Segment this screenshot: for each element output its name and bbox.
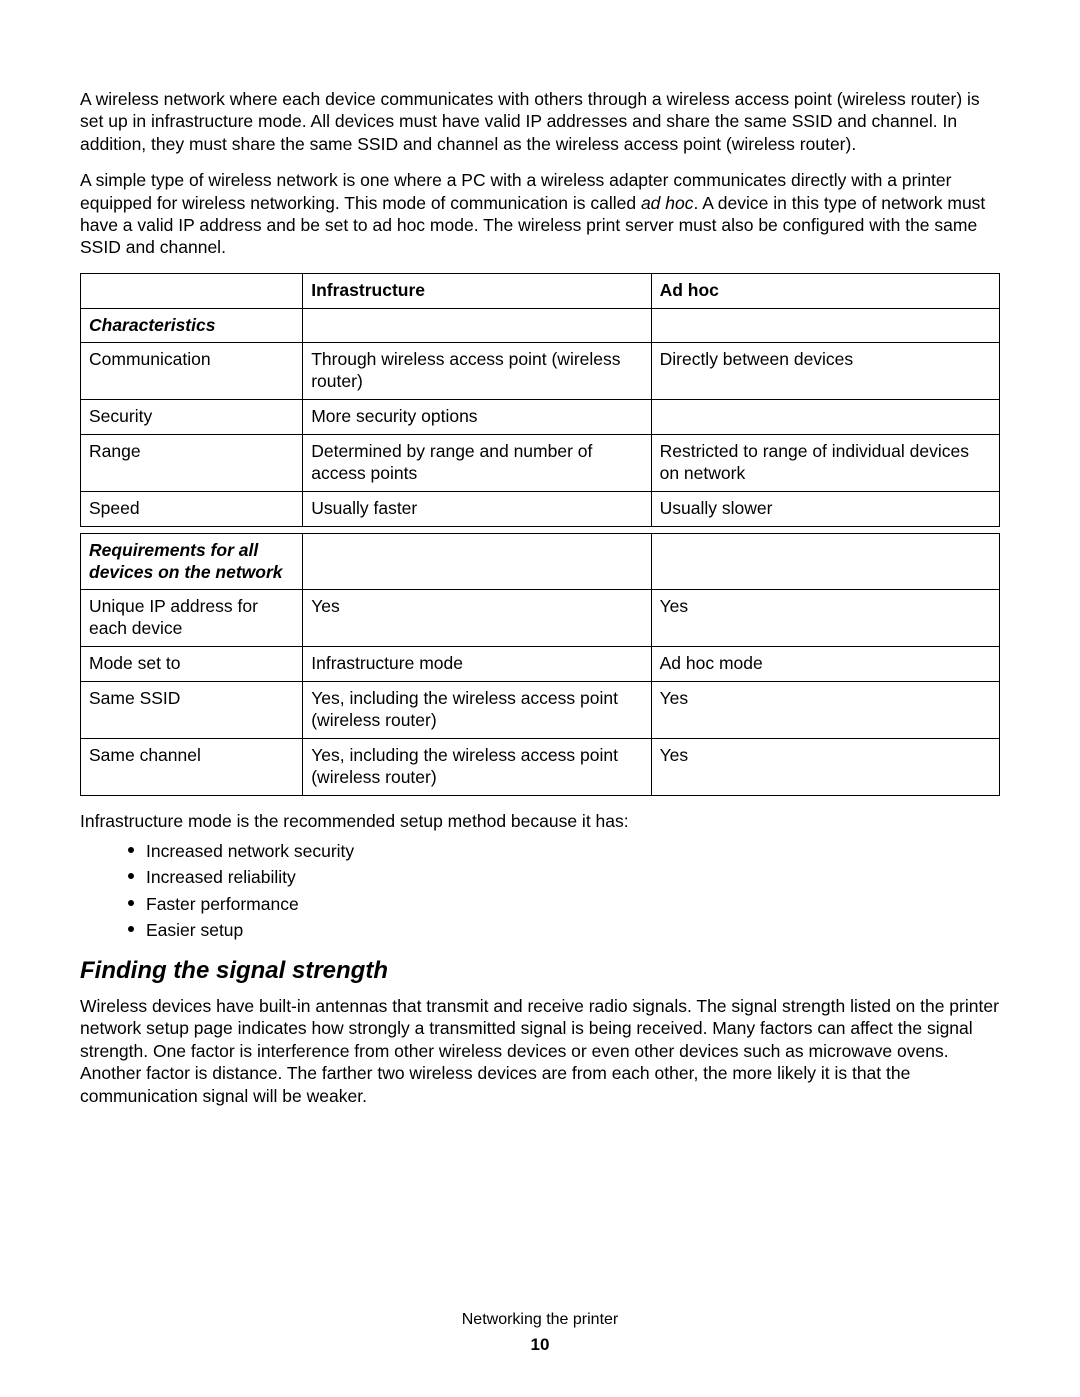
table-cell: Usually faster	[303, 491, 651, 526]
table-cell: Same SSID	[81, 682, 303, 739]
document-page: A wireless network where each device com…	[0, 0, 1080, 1397]
table-row: Speed Usually faster Usually slower	[81, 491, 1000, 526]
table-cell: Yes	[651, 738, 999, 795]
table-cell: Yes	[303, 590, 651, 647]
table-cell: More security options	[303, 400, 651, 435]
table-cell: Yes	[651, 682, 999, 739]
comparison-table: Infrastructure Ad hoc Characteristics Co…	[80, 273, 1000, 796]
table-header-adhoc: Ad hoc	[651, 273, 999, 308]
table-cell: Speed	[81, 491, 303, 526]
table-row: Unique IP address for each device Yes Ye…	[81, 590, 1000, 647]
table-cell: Yes, including the wireless access point…	[303, 738, 651, 795]
paragraph-infrastructure: A wireless network where each device com…	[80, 88, 1000, 155]
table-header-row: Infrastructure Ad hoc	[81, 273, 1000, 308]
paragraph-adhoc: A simple type of wireless network is one…	[80, 169, 1000, 259]
table-cell: Directly between devices	[651, 343, 999, 400]
list-item: Easier setup	[128, 917, 1000, 943]
table-cell: Mode set to	[81, 647, 303, 682]
table-header-blank	[81, 273, 303, 308]
footer-page-number: 10	[0, 1335, 1080, 1355]
table-header-infrastructure: Infrastructure	[303, 273, 651, 308]
table-cell: Same channel	[81, 738, 303, 795]
table-cell	[651, 308, 999, 343]
paragraph-recommended: Infrastructure mode is the recommended s…	[80, 810, 1000, 832]
table-section-requirements: Requirements for all devices on the netw…	[81, 533, 1000, 590]
table-cell	[303, 308, 651, 343]
footer-title: Networking the printer	[0, 1311, 1080, 1329]
table-cell: Range	[81, 435, 303, 492]
table-cell: Restricted to range of individual device…	[651, 435, 999, 492]
table-cell: Ad hoc mode	[651, 647, 999, 682]
table-cell: Communication	[81, 343, 303, 400]
table-row: Same SSID Yes, including the wireless ac…	[81, 682, 1000, 739]
heading-signal-strength: Finding the signal strength	[80, 957, 1000, 985]
table-row: Mode set to Infrastructure mode Ad hoc m…	[81, 647, 1000, 682]
table-cell: Usually slower	[651, 491, 999, 526]
table-section-characteristics: Characteristics	[81, 308, 1000, 343]
table-cell: Security	[81, 400, 303, 435]
adhoc-italic: ad hoc	[641, 193, 694, 213]
list-item: Increased reliability	[128, 864, 1000, 890]
page-footer: Networking the printer 10	[0, 1311, 1080, 1355]
table-cell	[651, 533, 999, 590]
table-row: Communication Through wireless access po…	[81, 343, 1000, 400]
table-cell: Yes	[651, 590, 999, 647]
table-cell: Infrastructure mode	[303, 647, 651, 682]
section-label-requirements: Requirements for all devices on the netw…	[81, 533, 303, 590]
table-row: Same channel Yes, including the wireless…	[81, 738, 1000, 795]
table-cell: Unique IP address for each device	[81, 590, 303, 647]
table-gap-row	[81, 526, 1000, 533]
table-row: Range Determined by range and number of …	[81, 435, 1000, 492]
table-row: Security More security options	[81, 400, 1000, 435]
list-item: Increased network security	[128, 838, 1000, 864]
table-cell	[303, 533, 651, 590]
table-cell	[651, 400, 999, 435]
list-item: Faster performance	[128, 891, 1000, 917]
table-cell: Through wireless access point (wireless …	[303, 343, 651, 400]
paragraph-signal-strength: Wireless devices have built-in antennas …	[80, 995, 1000, 1107]
benefits-list: Increased network security Increased rel…	[80, 838, 1000, 943]
section-label-characteristics: Characteristics	[81, 308, 303, 343]
table-cell: Yes, including the wireless access point…	[303, 682, 651, 739]
table-cell: Determined by range and number of access…	[303, 435, 651, 492]
